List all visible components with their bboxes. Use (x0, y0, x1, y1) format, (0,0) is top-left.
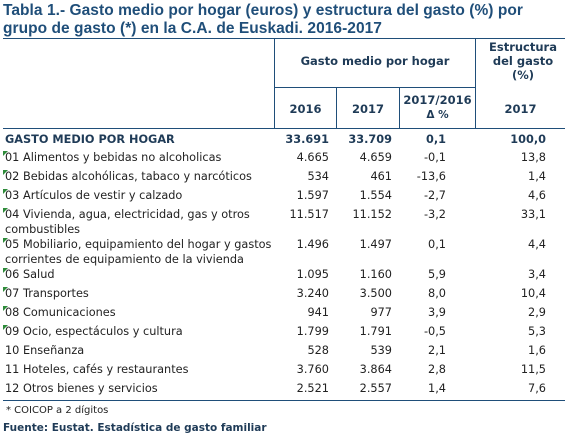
row-label: 10 Enseñanza (5, 344, 85, 357)
cell-marker-icon (3, 189, 8, 194)
row-2017: 11.152 (352, 208, 392, 221)
row-2017: 1.160 (359, 268, 392, 281)
row-2016: 528 (307, 344, 329, 357)
row-var: -2,7 (423, 189, 446, 202)
cell-marker-icon (3, 170, 8, 175)
row-2016: 3.760 (296, 363, 329, 376)
row-var: -0,1 (423, 151, 446, 164)
table-bottom-line (3, 400, 565, 401)
row-est: 13,8 (520, 151, 546, 164)
row-label: 06 Salud (5, 268, 55, 281)
header-sep-4 (399, 87, 400, 129)
header-col-var-line2: Δ % (426, 109, 449, 121)
row-2016: 1.095 (296, 268, 329, 281)
cell-marker-icon (3, 287, 8, 292)
row-2017: 3.500 (359, 287, 392, 300)
row-label: 08 Comunicaciones (5, 306, 116, 319)
row-var: 8,0 (428, 287, 446, 300)
row-2016: 941 (307, 306, 329, 319)
row-var: 2,1 (428, 344, 446, 357)
header-mid-line (275, 87, 475, 88)
header-sep-1 (274, 38, 275, 129)
header-sep-3 (336, 87, 337, 129)
title-line-1: Tabla 1.- Gasto medio por hogar (euros) … (3, 2, 523, 19)
row-label: 04 Vivienda, agua, electricidad, gas y o… (5, 208, 250, 236)
total-label: GASTO MEDIO POR HOGAR (5, 133, 175, 146)
row-est: 1,4 (528, 170, 546, 183)
row-2017: 3.864 (359, 363, 392, 376)
row-label: 09 Ocio, espectáculos y cultura (5, 325, 183, 338)
row-2017: 2.557 (359, 382, 392, 395)
row-est: 7,6 (528, 382, 546, 395)
row-label: 01 Alimentos y bebidas no alcoholicas (5, 151, 222, 164)
header-sep-2 (475, 38, 476, 129)
row-var: 5,9 (428, 268, 446, 281)
header-col-2017: 2017 (351, 102, 384, 116)
row-2017: 461 (370, 170, 392, 183)
row-var: -13,6 (416, 170, 446, 183)
row-label: 12 Otros bienes y servicios (5, 382, 158, 395)
row-2016: 534 (307, 170, 329, 183)
row-2016: 1.597 (296, 189, 329, 202)
row-var: 1,4 (428, 382, 446, 395)
row-var: -3,2 (423, 208, 446, 221)
cell-marker-icon (3, 306, 8, 311)
cell-marker-icon (3, 208, 8, 213)
row-est: 3,4 (528, 268, 546, 281)
total-2016: 33.691 (285, 133, 329, 146)
row-2017: 539 (370, 344, 392, 357)
cell-marker-icon (3, 325, 8, 330)
row-2016: 11.517 (289, 208, 329, 221)
total-2017: 33.709 (348, 133, 392, 146)
header-top-line (3, 38, 565, 39)
row-label: 05 Mobiliario, equipamiento del hogar y … (5, 238, 272, 266)
title-line-2: grupo de gasto (*) en la C.A. de Euskadi… (3, 20, 382, 37)
row-2017: 1.497 (359, 238, 392, 251)
header-col-var: 2017/2016 Δ % (400, 93, 475, 121)
row-label: 11 Hoteles, cafés y restaurantes (5, 363, 189, 376)
row-2017: 4.659 (359, 151, 392, 164)
row-2016: 1.496 (296, 238, 329, 251)
row-var: -0,5 (423, 325, 446, 338)
header-col-est-2017: 2017 (504, 102, 537, 116)
row-est: 4,4 (528, 238, 546, 251)
row-label: 07 Transportes (5, 287, 89, 300)
header-gasto-medio: Gasto medio por hogar (300, 54, 450, 68)
row-2016: 1.799 (296, 325, 329, 338)
row-est: 4,6 (528, 189, 546, 202)
row-est: 33,1 (520, 208, 546, 221)
row-est: 1,6 (528, 344, 546, 357)
footnote: * COICOP a 2 dígitos (6, 405, 109, 416)
cell-marker-icon (3, 151, 8, 156)
row-label: 03 Artículos de vestir y calzado (5, 189, 183, 202)
row-2017: 1.554 (359, 189, 392, 202)
row-var: 0,1 (428, 238, 446, 251)
row-est: 5,3 (528, 325, 546, 338)
header-col-2016: 2016 (289, 102, 322, 116)
row-2016: 3.240 (296, 287, 329, 300)
row-var: 3,9 (428, 306, 446, 319)
row-est: 11,5 (520, 363, 546, 376)
row-est: 2,9 (528, 306, 546, 319)
table-title: Tabla 1.- Gasto medio por hogar (euros) … (3, 2, 563, 38)
header-col-var-line1: 2017/2016 (403, 93, 472, 107)
row-label: 02 Bebidas alcohólicas, tabaco y narcóti… (5, 170, 252, 183)
row-var: 2,8 (428, 363, 446, 376)
table-header: Gasto medio por hogar Estructura del gas… (3, 38, 565, 129)
total-var: 0,1 (425, 133, 446, 146)
cell-marker-icon (3, 268, 8, 273)
row-2016: 4.665 (296, 151, 329, 164)
cell-marker-icon (3, 238, 8, 243)
total-est: 100,0 (510, 133, 546, 146)
row-est: 10,4 (520, 287, 546, 300)
row-2017: 1.791 (359, 325, 392, 338)
header-bottom-line (3, 128, 565, 129)
source-note: Fuente: Eustat. Estadística de gasto fam… (3, 422, 267, 434)
row-2017: 977 (370, 306, 392, 319)
header-estructura: Estructura del gasto (%) (489, 40, 557, 82)
table-row-total: GASTO MEDIO POR HOGAR 33.691 33.709 0,1 … (3, 133, 565, 150)
row-2016: 2.521 (296, 382, 329, 395)
